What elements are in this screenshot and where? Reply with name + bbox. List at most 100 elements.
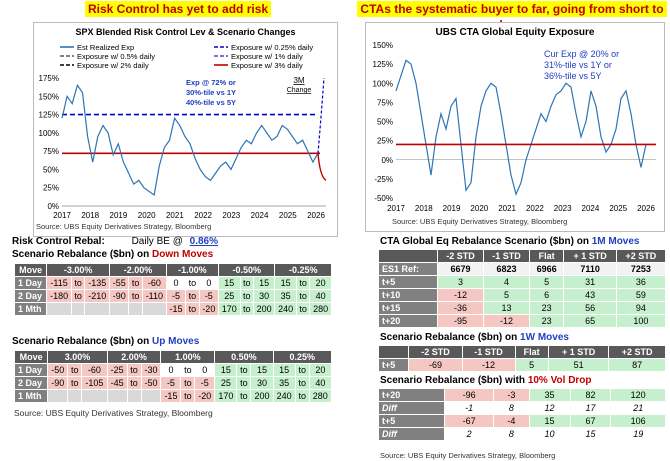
range-low: 35: [274, 289, 297, 303]
cell-value: 56: [563, 301, 617, 315]
x-tick-label: 2020: [138, 211, 156, 220]
table-row: t+20 -95 -12 23 65 100: [377, 314, 667, 328]
column-header: -2.00%: [109, 263, 167, 277]
cta-exposure-svg: -50% -25% 0% 25% 50% 75% 100% 125% 150% 2017 2018 2…: [373, 41, 656, 213]
range-sep: to: [126, 376, 142, 390]
y-tick-label: 150%: [373, 41, 393, 50]
range-low: 240: [274, 302, 297, 316]
range-sep: to: [180, 363, 196, 377]
range-low: -25: [106, 363, 128, 377]
table-row: t+20 -96 -3 35 82 120: [377, 388, 666, 402]
ref-value: 6966: [528, 262, 565, 276]
range-sep: to: [294, 363, 310, 377]
table-header-row: Move 3.00% 2.00% 1.00% 0.50% 0.25%: [13, 350, 333, 364]
x-tick-label: 2022: [526, 204, 544, 213]
range-high: 280: [308, 389, 333, 403]
range-high: -60: [141, 276, 167, 290]
legend-label: Exposure w/ 1% daily: [231, 52, 303, 61]
range-high: -30: [140, 363, 162, 377]
up-moves-title: Scenario Rebalance ($bn) on Up Moves: [12, 336, 200, 347]
range-low: 35: [272, 376, 296, 390]
range-high: 30: [252, 289, 276, 303]
cell-value: 87: [608, 358, 666, 372]
legend-label: Est Realized Exp: [77, 43, 134, 52]
range-high: [140, 389, 162, 403]
x-tick-label: 2018: [81, 211, 99, 220]
x-tick-label: 2024: [251, 211, 269, 220]
change-label: 3M: [293, 76, 304, 85]
table-row: t+5 -67 -4 15 67 106: [377, 414, 666, 428]
column-header: +2 STD: [608, 345, 666, 359]
y-tick-label: -50%: [374, 194, 393, 203]
chart-title: UBS CTA Global Equity Exposure: [435, 27, 595, 38]
table-header-row: -2 STD -1 STD Flat + 1 STD +2 STD: [377, 345, 666, 359]
y-tick-label: 125%: [39, 111, 59, 120]
range-high: -135: [84, 276, 111, 290]
row-label: 2 Day: [13, 289, 48, 303]
range-low: 15: [272, 363, 296, 377]
table-row: t+15 -36 13 23 56 94: [377, 301, 667, 315]
row-label: t+10: [377, 288, 439, 302]
column-header: [377, 249, 439, 263]
column-header: 3.00%: [47, 350, 108, 364]
range-low: 0: [160, 363, 182, 377]
range-low: [46, 302, 72, 316]
x-tick-label: 2026: [307, 211, 325, 220]
range-sep: to: [180, 389, 196, 403]
table-header-row: -2 STD -1 STD Flat + 1 STD +2 STD: [377, 249, 667, 263]
cell-value: -67: [444, 414, 495, 428]
cell-value: -12: [461, 358, 516, 372]
range-low: -55: [109, 276, 130, 290]
range-sep: to: [295, 302, 311, 316]
column-header: -1 STD: [483, 249, 530, 263]
y-tick-label: 75%: [43, 147, 59, 156]
x-tick-label: 2025: [279, 211, 297, 220]
row-label: t+20: [377, 388, 446, 402]
range-high: -110: [141, 289, 167, 303]
cell-value: 82: [569, 388, 612, 402]
cell-value: 5: [528, 275, 565, 289]
ref-value: 7253: [615, 262, 667, 276]
range-high: [84, 302, 111, 316]
column-header: +2 STD: [615, 249, 667, 263]
range-high: -5: [198, 289, 220, 303]
table-row: 2 Day -90 to -105 -45 to -50 -5 to -5 25 to 30 35 to 40: [13, 376, 333, 390]
range-low: -5: [160, 376, 182, 390]
cta-vol-table: t+20 -96 -3 35 82 120 Diff -1 8 12 17 21 t+5 -67 -4 15 6…: [377, 388, 666, 441]
cell-value: 12: [528, 401, 571, 415]
rebal-title-label: Risk Control Rebal:: [12, 236, 105, 247]
cell-value: -1: [444, 401, 495, 415]
annotation-text: 31%-tile vs 1Y or: [544, 60, 612, 70]
range-sep: to: [295, 276, 311, 290]
y-tick-label: 50%: [43, 165, 59, 174]
cell-value: 31: [563, 275, 617, 289]
range-sep: to: [70, 276, 86, 290]
range-sep: to: [239, 276, 254, 290]
range-low: 25: [218, 289, 241, 303]
table-header-row: Move -3.00% -2.00% -1.00% -0.50% -0.25%: [13, 263, 332, 277]
chart-source-left: Source: UBS Equity Derivatives Strategy,…: [36, 222, 212, 231]
daily-be-value: 0.86%: [189, 236, 218, 247]
table-row: t+10 -12 5 6 43 59: [377, 288, 667, 302]
row-label: 2 Day: [13, 376, 49, 390]
range-high: -20: [198, 302, 220, 316]
range-low: 15: [214, 363, 238, 377]
cta-source: Source: UBS Equity Derivatives Strategy,…: [380, 451, 556, 460]
column-header: [377, 345, 410, 359]
column-header: 2.00%: [106, 350, 162, 364]
cell-value: 21: [610, 401, 666, 415]
range-sep: to: [236, 363, 252, 377]
range-high: 15: [250, 363, 274, 377]
x-tick-label: 2021: [166, 211, 184, 220]
risk-control-svg: 0% 25% 50% 75% 100% 125% 150% 175% 2017 2018 2019 2…: [39, 43, 327, 220]
cell-value: -36: [437, 301, 485, 315]
down-moves-title: Scenario Rebalance ($bn) on Down Moves: [12, 249, 214, 260]
cell-value: -12: [437, 288, 485, 302]
cell-value: 5: [483, 288, 530, 302]
range-sep: to: [239, 302, 254, 316]
down-moves-table: Move -3.00% -2.00% -1.00% -0.50% -0.25% 1 Day -…: [13, 263, 332, 316]
column-header: 0.50%: [214, 350, 274, 364]
cell-value: 65: [563, 314, 617, 328]
cell-value: 19: [610, 427, 666, 441]
cta-vol-title: Scenario Rebalance ($bn) with 10% Vol Dr…: [380, 375, 592, 386]
